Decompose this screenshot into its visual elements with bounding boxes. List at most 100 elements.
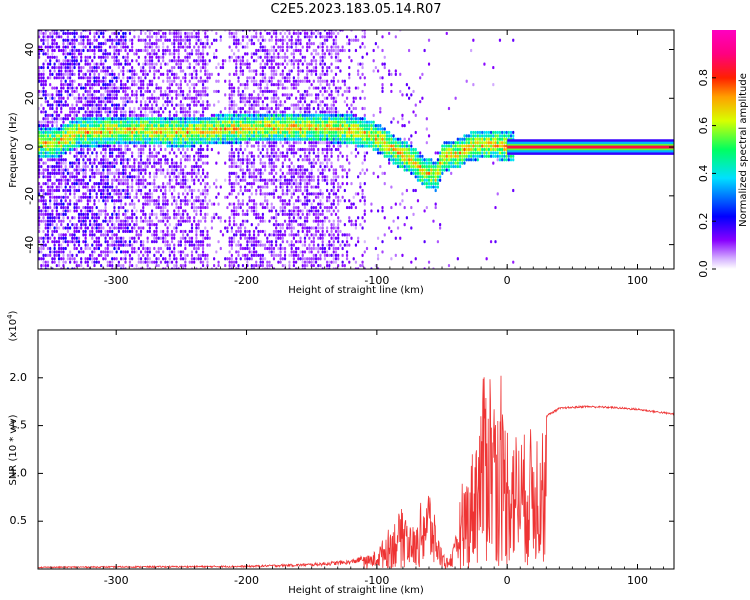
spectrogram-cell: [197, 195, 200, 199]
spectrogram-cell: [193, 103, 196, 107]
spectrogram-cell: [86, 212, 89, 216]
spectrogram-cell: [168, 137, 171, 141]
spectrogram-cell: [290, 178, 293, 182]
spectrogram-cell: [290, 161, 293, 165]
spectrogram-cell: [257, 216, 260, 220]
spectrogram-cell: [155, 168, 158, 172]
spectrogram-cell: [268, 79, 271, 83]
spectrogram-cell: [283, 106, 287, 111]
spectrogram-cell: [173, 236, 176, 240]
spectrogram-cell: [64, 45, 67, 49]
spectrogram-cell: [246, 154, 249, 158]
spectrogram-cell: [179, 205, 182, 210]
spectrogram-cell: [190, 253, 194, 257]
spectrogram-cell: [97, 106, 101, 111]
spectrogram-cell: [142, 72, 145, 76]
spectrogram-cell: [166, 168, 169, 172]
spectrogram-cell: [60, 223, 63, 227]
spectrogram-cell: [199, 240, 202, 244]
spectrogram-cell: [201, 199, 205, 203]
spectrogram-cell: [124, 192, 127, 196]
spectrogram-cell: [268, 127, 271, 131]
spectrogram-cell: [124, 141, 127, 145]
spectrogram-cell: [226, 130, 229, 135]
spectrogram-cell: [69, 31, 72, 36]
spectrogram-cell: [73, 185, 76, 189]
spectrogram-cell: [111, 250, 114, 254]
spectrogram-cell: [157, 257, 160, 261]
spectrogram-cell: [153, 164, 156, 169]
spectrogram-cell: [75, 171, 78, 175]
spectrogram-cell: [190, 236, 194, 240]
spectrogram-cell: [268, 161, 271, 165]
spectrogram-cell: [144, 89, 147, 94]
spectrogram-cell: [190, 35, 194, 39]
spectrogram-cell: [153, 134, 156, 138]
spectrogram-cell: [166, 209, 169, 213]
spectrogram-cell: [62, 250, 65, 254]
spectrogram-cell: [206, 120, 209, 124]
spectrogram-cell: [142, 219, 145, 223]
spectrogram-cell: [175, 35, 178, 39]
spectrogram-cell: [66, 223, 70, 227]
spectrogram-cell: [139, 76, 143, 80]
spectrogram-cell: [184, 185, 187, 189]
spectrogram-cell: [97, 209, 101, 213]
spectrogram-cell: [290, 223, 293, 227]
spectrogram-cell: [131, 93, 134, 97]
spectrogram-cell: [204, 257, 207, 261]
spectrogram-cell: [146, 86, 149, 90]
spectrogram-cell: [232, 134, 236, 138]
spectrogram-cell: [102, 106, 105, 111]
spectrogram-cell: [288, 113, 291, 117]
spectrogram-cell: [73, 240, 76, 244]
spectrogram-cell: [259, 171, 262, 175]
spectrogram-cell: [64, 72, 67, 76]
spectrogram-cell: [93, 96, 96, 100]
spectrogram-cell: [208, 124, 211, 128]
spectrogram-cell: [164, 212, 167, 216]
spectrogram-cell: [283, 202, 287, 206]
spectrogram-cell: [162, 192, 165, 196]
spectrogram-cell: [257, 117, 260, 121]
spectrogram-cell: [69, 192, 72, 196]
spectrogram-cell: [84, 192, 87, 196]
spectrogram-cell: [204, 141, 207, 145]
spectrogram-cell: [38, 158, 41, 162]
spectrogram-cell: [62, 246, 65, 251]
spectrogram-cell: [164, 35, 167, 39]
spectrogram-cell: [277, 127, 280, 131]
spectrogram-cell: [210, 137, 214, 141]
spectrogram-cell: [117, 103, 120, 107]
spectrogram-cell: [137, 151, 140, 155]
spectrogram-cell: [115, 48, 118, 53]
spectrogram-cell: [106, 171, 109, 175]
spectrogram-cell: [266, 113, 269, 117]
spectrogram-cell: [128, 171, 132, 175]
spectrogram-cell: [237, 243, 240, 247]
spectrogram-cell: [244, 158, 247, 162]
spectrogram-cell: [131, 83, 134, 87]
spectrogram-cell: [272, 83, 276, 87]
spectrogram-cell: [133, 164, 136, 169]
spectrogram-cell: [95, 137, 98, 141]
spectrogram-cell: [281, 209, 284, 213]
spectrogram-cell: [148, 195, 151, 199]
spectrogram-cell: [46, 35, 50, 39]
spectrogram-cell: [177, 103, 180, 107]
spectrogram-cell: [252, 79, 256, 83]
spectrogram-cell: [55, 147, 58, 152]
spectrogram-cell: [97, 240, 101, 244]
spectrogram-cell: [135, 59, 138, 63]
spectrogram-cell: [213, 38, 216, 42]
spectrogram-cell: [139, 240, 143, 244]
spectrogram-cell: [153, 69, 156, 73]
spectrogram-cell: [164, 192, 167, 196]
spectrogram-cell: [283, 229, 287, 234]
spectrogram-cell: [82, 185, 85, 189]
spectrogram-cell: [122, 89, 125, 94]
spectrogram-cell: [42, 212, 45, 216]
spectrogram-cell: [255, 96, 258, 100]
spectrogram-cell: [283, 52, 287, 56]
spectrogram-cell: [119, 192, 123, 196]
